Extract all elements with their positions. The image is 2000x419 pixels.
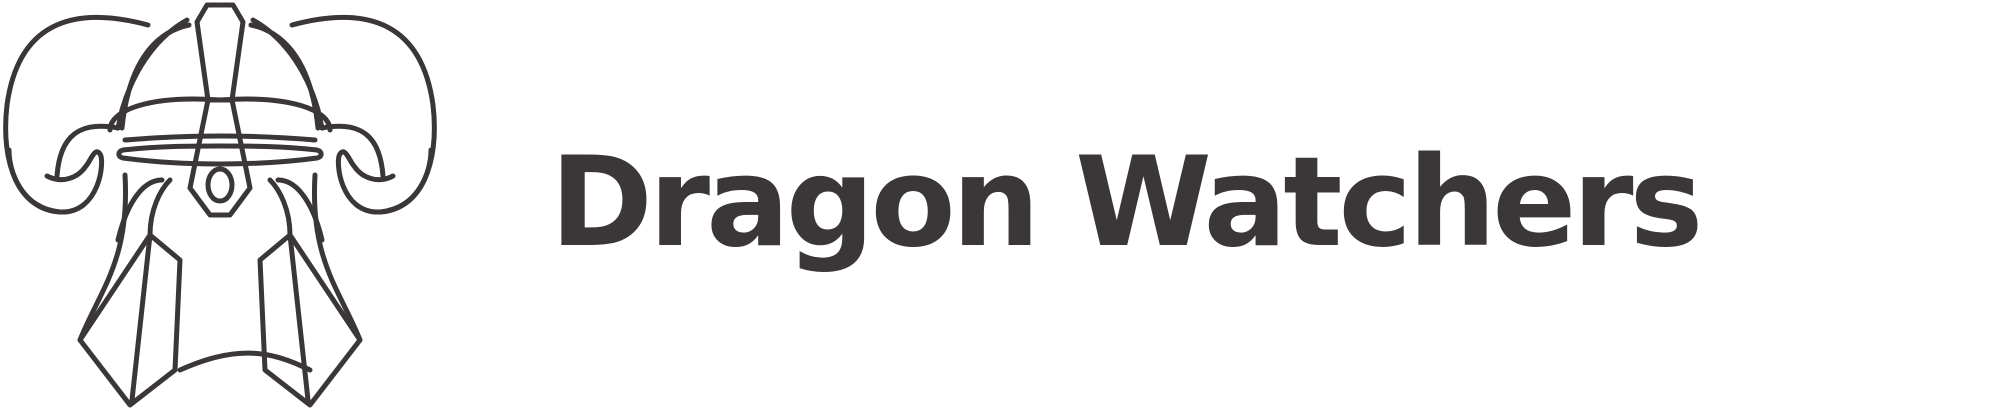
helmet-crest	[194, 2, 246, 103]
left-horn	[3, 14, 151, 215]
right-horn	[289, 14, 437, 215]
nose-gem	[205, 166, 235, 204]
right-cheek-guard	[257, 172, 363, 408]
nose-guard	[187, 97, 253, 218]
brow-plate	[116, 133, 324, 167]
brand-name: Dragon Watchers	[550, 131, 1703, 275]
helmet-shell	[107, 17, 333, 133]
dragon-helmet-icon	[3, 2, 437, 408]
left-cheek-guard	[77, 172, 313, 408]
